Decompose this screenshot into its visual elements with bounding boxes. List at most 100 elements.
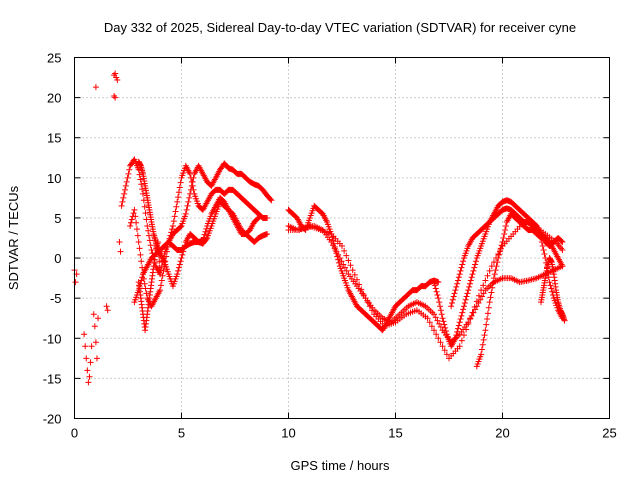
data-point-track-b [132,213,139,220]
data-point-track-j [454,280,461,287]
data-point-track-h [484,272,491,279]
data-point-track-k [484,310,491,317]
axis-ticks: 0 5 10 15 20 25 -20 -15 -10 -5 0 5 10 15 20 25 [43,51,617,441]
data-point-track-b [187,170,194,177]
y-tick-label: 5 [54,211,61,226]
data-point-early-scatter [81,331,88,338]
data-point-track-h [368,307,375,314]
data-point-track-k [502,222,509,229]
data-point-track-i [469,271,476,278]
data-point-track-k [497,245,504,252]
data-point-early-scatter [93,355,100,362]
data-point-track-d [203,236,210,243]
data-point-track-i [436,299,443,306]
data-point-track-c [264,230,271,237]
data-point-track-h [439,343,446,350]
data-point-track-h [469,309,476,316]
data-point-track-h [473,298,480,305]
data-point-track-a [145,227,152,234]
data-point-early-scatter [104,307,111,314]
data-point-track-h [353,276,360,283]
x-tick-label: 15 [388,426,402,441]
data-point-track-h [463,326,470,333]
data-point-track-k [481,332,488,339]
data-point-early-scatter [92,84,99,91]
data-point-track-k [537,234,544,241]
data-point-track-k [483,321,490,328]
data-point-track-k [492,267,499,274]
data-point-track-i [472,261,479,268]
data-point-track-i [463,293,470,300]
data-point-track-b [175,189,182,196]
data-point-track-i [442,324,449,331]
data-point-track-h [475,292,482,299]
data-point-track-k [487,294,494,301]
data-point-track-a [138,181,145,188]
data-point-track-i [454,325,461,332]
data-point-track-e [157,271,164,278]
data-point-track-a [124,174,131,181]
data-point-track-a [121,190,128,197]
data-point-track-h [360,291,367,298]
data-point-track-g [328,239,335,246]
data-point-track-g [330,242,337,249]
data-point-track-k [500,235,507,241]
y-tick-label: -15 [43,371,62,386]
data-point-track-h [347,262,354,269]
data-point-track-k [493,263,500,270]
data-point-track-j [450,293,457,300]
data-point-track-a [144,222,151,229]
data-point-track-h [443,351,450,358]
data-points [71,70,568,386]
data-point-track-g [338,258,345,265]
data-point-track-b [163,253,170,260]
data-point-track-b [128,216,135,223]
data-point-track-b [127,222,134,229]
data-point-track-k [482,327,489,334]
data-point-track-g [343,267,350,274]
data-point-track-i [458,312,465,319]
data-point-track-h [437,339,444,346]
x-tick-label: 0 [71,426,78,441]
data-point-track-h [559,247,566,254]
data-point-track-b [137,251,144,258]
data-point-track-h [364,299,371,306]
data-point-track-i [438,311,445,318]
data-point-track-a [125,170,132,177]
data-point-track-a [185,198,192,205]
data-point-early-scatter [85,379,92,386]
data-point-track-b [130,210,137,217]
data-point-track-a [141,203,148,210]
data-point-track-i [453,332,460,339]
y-tick-label: 25 [47,51,61,66]
data-point-track-k [478,351,485,358]
data-point-early-scatter [95,315,102,322]
data-point-track-h [456,343,463,350]
data-point-track-d [180,248,187,255]
data-point-track-h [356,281,363,288]
data-point-track-b [163,248,170,255]
data-point-track-i [460,303,467,310]
data-point-track-e [155,251,162,258]
data-point-track-a [139,190,146,197]
data-point-track-a [177,223,184,230]
x-tick-label: 5 [178,426,185,441]
data-point-track-j [453,283,460,290]
data-point-track-h [362,295,369,302]
data-point-early-scatter [117,248,124,255]
data-point-track-i [437,307,444,314]
y-tick-label: -10 [43,331,62,346]
data-point-track-e [156,258,163,265]
data-point-track-d [174,271,181,278]
y-axis-label: SDTVAR / TECUs [6,185,21,290]
data-point-early-scatter [112,70,119,77]
data-point-track-d [179,251,186,258]
data-point-track-i [443,328,450,335]
data-point-track-d [181,245,188,252]
data-point-track-a [186,194,193,201]
x-tick-label: 10 [281,426,295,441]
data-point-track-k [538,235,545,241]
data-point-track-i [468,274,475,281]
data-point-track-a [142,210,149,217]
data-point-track-i [454,328,461,335]
